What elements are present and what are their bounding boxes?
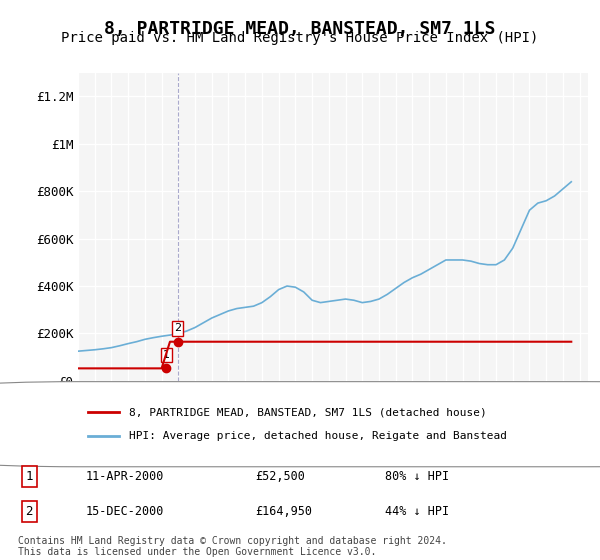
- Text: 11-APR-2000: 11-APR-2000: [86, 470, 164, 483]
- Text: 80% ↓ HPI: 80% ↓ HPI: [385, 470, 449, 483]
- Text: Contains HM Land Registry data © Crown copyright and database right 2024.
This d: Contains HM Land Registry data © Crown c…: [18, 535, 447, 557]
- Text: 2: 2: [26, 505, 33, 518]
- Text: 44% ↓ HPI: 44% ↓ HPI: [385, 505, 449, 518]
- FancyBboxPatch shape: [0, 382, 600, 467]
- Text: 15-DEC-2000: 15-DEC-2000: [86, 505, 164, 518]
- Text: 1: 1: [26, 470, 33, 483]
- Text: Price paid vs. HM Land Registry's House Price Index (HPI): Price paid vs. HM Land Registry's House …: [61, 31, 539, 45]
- Text: 8, PARTRIDGE MEAD, BANSTEAD, SM7 1LS: 8, PARTRIDGE MEAD, BANSTEAD, SM7 1LS: [104, 20, 496, 38]
- Text: 8, PARTRIDGE MEAD, BANSTEAD, SM7 1LS (detached house): 8, PARTRIDGE MEAD, BANSTEAD, SM7 1LS (de…: [129, 408, 487, 418]
- Text: HPI: Average price, detached house, Reigate and Banstead: HPI: Average price, detached house, Reig…: [129, 431, 507, 441]
- Text: 1: 1: [163, 350, 170, 360]
- Text: 2: 2: [174, 324, 181, 333]
- Text: £164,950: £164,950: [255, 505, 312, 518]
- Text: £52,500: £52,500: [255, 470, 305, 483]
